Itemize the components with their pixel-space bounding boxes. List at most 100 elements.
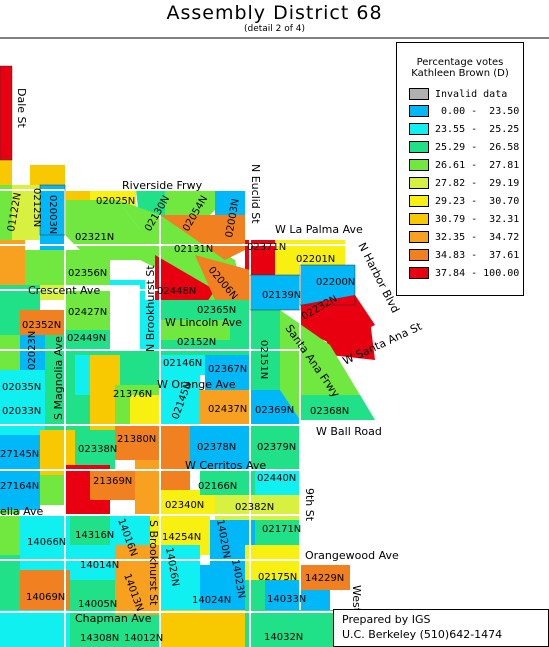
precinct-label: 14316N	[75, 530, 114, 541]
legend-label: 34.83 - 37.61	[435, 249, 520, 261]
legend-item: 26.61 - 27.81	[409, 158, 519, 172]
precinct-label: 02131N	[174, 244, 213, 255]
legend-title-line: Percentage votes	[416, 57, 504, 68]
street-label: N Euclid St	[249, 164, 262, 224]
street-label: S Brookhurst St	[147, 520, 160, 606]
precinct-area	[115, 425, 160, 460]
precinct-area	[40, 185, 65, 235]
precinct-label: 02125N	[31, 188, 42, 227]
legend-item: 32.35 - 34.72	[409, 230, 519, 244]
precinct-area	[130, 395, 160, 425]
precinct-label: 02437N	[208, 404, 247, 415]
precinct-label: 14005N	[78, 599, 117, 610]
map-subtitle: (detail 2 of 4)	[243, 24, 306, 34]
precinct-area	[160, 425, 190, 490]
precinct-label: 02440N	[257, 473, 296, 484]
precinct-area	[0, 435, 40, 475]
precinct-label: 02151N	[258, 340, 269, 379]
precinct-label: 02368N	[310, 406, 349, 417]
precinct-area	[200, 390, 250, 425]
precinct-label: 02449N	[67, 333, 106, 344]
precinct-area	[300, 565, 350, 590]
precinct-area	[280, 310, 375, 420]
precinct-label: 14229N	[305, 573, 344, 584]
legend-item: 0.00 - 23.50	[409, 104, 519, 118]
precinct-area	[190, 425, 250, 470]
precinct-area	[70, 580, 120, 615]
precinct-area	[255, 470, 300, 500]
street-label: W La Palma Ave	[275, 223, 363, 236]
street-label: W Cerritos Ave	[185, 459, 266, 472]
precinct-label: 27164N	[0, 481, 39, 492]
legend-item: 25.29 - 26.58	[409, 140, 519, 154]
precinct-label: 14069N	[26, 592, 65, 603]
precinct-area	[160, 545, 200, 610]
precinct-area	[210, 520, 255, 565]
precinct-area	[75, 430, 115, 470]
street-label: Crescent Ave	[28, 284, 100, 297]
precinct-area	[200, 470, 255, 495]
legend-item: 34.83 - 37.61	[409, 248, 519, 262]
legend-item: 30.79 - 32.31	[409, 212, 519, 226]
precinct-label: 02382N	[235, 502, 274, 513]
precinct-label: 14014N	[80, 560, 119, 571]
precinct-label: 02448N	[157, 286, 196, 297]
precinct-area	[250, 310, 280, 400]
legend-label: 37.84 - 100.00	[435, 267, 520, 279]
precinct-label: 21380N	[117, 434, 156, 445]
precinct-area	[70, 545, 115, 580]
precinct-area	[200, 565, 245, 610]
precinct-area	[245, 610, 333, 647]
precinct-outlines	[0, 65, 356, 311]
credit-line: Prepared by IGS	[342, 613, 431, 626]
precinct-area	[110, 350, 160, 385]
legend-label: 32.35 - 34.72	[435, 231, 520, 243]
precinct-label: 27145N	[0, 449, 39, 460]
precinct-area	[65, 290, 110, 330]
precinct-label: 14033N	[267, 594, 306, 605]
precinct-label: 02023N	[27, 331, 38, 370]
precinct-area	[70, 615, 160, 647]
legend-swatch	[409, 195, 429, 207]
precinct-area	[195, 255, 250, 305]
precinct-area	[115, 545, 160, 615]
precinct-area	[155, 255, 215, 305]
precinct-label: 02171N	[262, 524, 301, 535]
legend-title-line: Kathleen Brown (D)	[411, 68, 509, 79]
credit-line: U.C. Berkeley (510)642-1474	[342, 628, 503, 641]
precinct-area	[0, 475, 40, 510]
precinct-label: 14012N	[124, 633, 163, 644]
legend-swatch	[409, 177, 429, 189]
precinct-area	[0, 610, 70, 647]
legend-swatch	[409, 267, 429, 279]
precinct-label: 14254N	[162, 532, 201, 543]
precinct-area	[0, 510, 20, 555]
legend: Percentage votes Kathleen Brown (D) Inva…	[396, 42, 524, 296]
precinct-label: 02152N	[177, 337, 216, 348]
precinct-area	[20, 310, 65, 335]
precinct-area	[160, 215, 245, 260]
legend-title: Percentage votes Kathleen Brown (D)	[397, 57, 523, 79]
precinct-label: 02025N	[96, 196, 135, 207]
precinct-area	[135, 460, 160, 515]
precinct-area	[300, 265, 355, 305]
precinct-label: 02033N	[2, 406, 41, 417]
precinct-area	[0, 160, 12, 185]
precinct-area	[40, 475, 65, 505]
precinct-area	[245, 580, 265, 610]
precinct-area	[160, 610, 245, 647]
precinct-label: 02379N	[257, 442, 296, 453]
street-label: West	[350, 585, 363, 613]
precinct-area	[160, 490, 215, 515]
legend-label: 30.79 - 32.31	[435, 213, 520, 225]
legend-label: Invalid data	[435, 88, 508, 100]
legend-label: 0.00 - 23.50	[435, 105, 520, 117]
precinct-area	[0, 555, 20, 610]
legend-item: 29.23 - 30.70	[409, 194, 519, 208]
legend-swatch	[409, 123, 429, 135]
precinct-area	[320, 315, 375, 360]
street-label: S Magnolia Ave	[52, 336, 65, 420]
precinct-area	[160, 375, 200, 425]
precinct-area	[215, 495, 300, 520]
